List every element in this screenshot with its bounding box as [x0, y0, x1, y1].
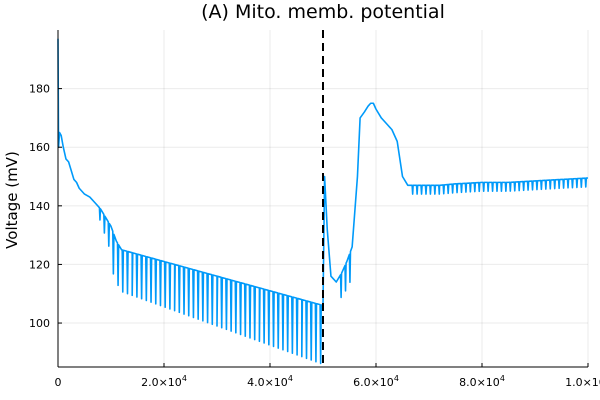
y-tick-label: 120: [29, 258, 50, 271]
series-line: [57, 38, 589, 365]
x-tick-label: 4.0×104: [247, 374, 293, 389]
x-tick-label: 2.0×104: [141, 374, 187, 389]
y-axis-label: Voltage (mV): [3, 151, 21, 249]
chart-title: (A) Mito. memb. potential: [201, 1, 445, 23]
x-tick-label: 8.0×104: [459, 374, 505, 389]
x-tick-label: 0: [55, 376, 62, 389]
y-tick-label: 160: [29, 141, 50, 154]
y-tick-label: 100: [29, 317, 50, 330]
y-tick-label: 180: [29, 83, 50, 96]
plot-area: [57, 30, 589, 367]
y-tick-label: 140: [29, 200, 50, 213]
axes: [57, 30, 588, 368]
y-ticks: 100 120 140 160 180: [29, 83, 62, 330]
x-tick-label: 1.0×105: [565, 374, 600, 389]
x-tick-label: 6.0×104: [353, 374, 399, 389]
x-ticks: 0 2.0×104 4.0×104 6.0×104 8.0×104 1.0×105: [55, 363, 600, 389]
